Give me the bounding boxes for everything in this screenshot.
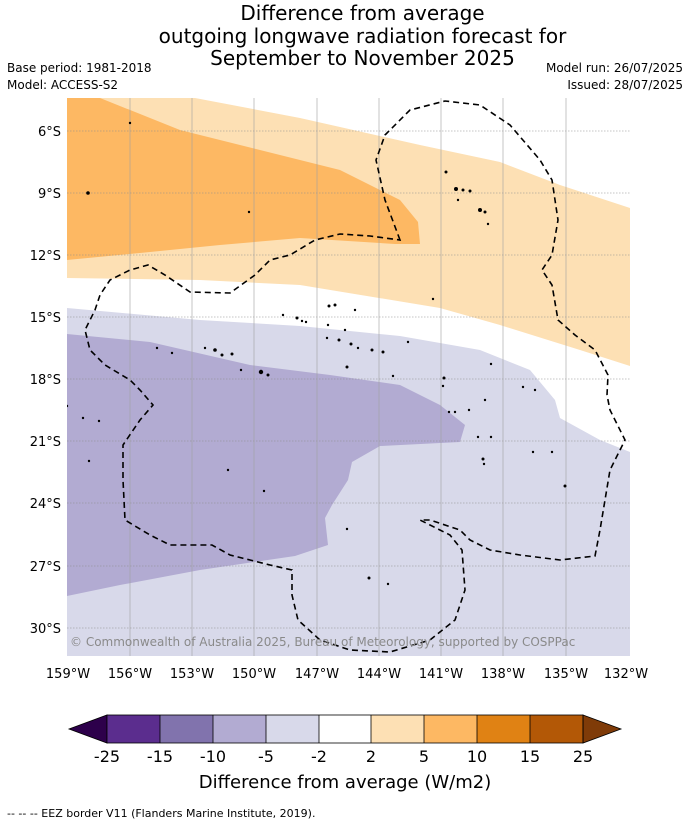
lat-label: 6°S <box>38 125 61 140</box>
colorbar-tick: -25 <box>94 747 120 766</box>
colorbar-label: Difference from average (W/m2) <box>199 772 491 793</box>
lon-label: 159°W <box>46 667 90 682</box>
colorbar-frame <box>106 714 584 744</box>
metadata-right: Model run: 26/07/2025 Issued: 28/07/2025 <box>546 60 683 94</box>
map-area: © Commonwealth of Australia 2025, Bureau… <box>67 98 630 656</box>
colorbar-segment <box>319 715 371 743</box>
lon-label: 138°W <box>481 667 525 682</box>
meridian-lines <box>129 98 567 656</box>
issued-date: Issued: 28/07/2025 <box>567 78 683 92</box>
colorbar: -25 -15 -10 -5 -2 2 5 10 15 25 Differenc… <box>67 714 623 793</box>
lon-label: 150°W <box>232 667 276 682</box>
metadata-left: Base period: 1981-2018 Model: ACCESS-S2 <box>7 60 152 94</box>
colorbar-tick: 2 <box>366 747 376 766</box>
lon-label: 144°W <box>357 667 401 682</box>
lat-label: 24°S <box>30 497 61 512</box>
colorbar-under-triangle <box>67 714 108 744</box>
colorbar-tick: 10 <box>467 747 487 766</box>
lat-label: 27°S <box>30 560 61 575</box>
lon-label: 156°W <box>108 667 152 682</box>
lon-label: 135°W <box>544 667 588 682</box>
islands <box>67 121 567 586</box>
longitude-axis: 159°W 156°W 153°W 150°W 147°W 144°W 141°… <box>46 667 648 682</box>
lon-label: 153°W <box>170 667 214 682</box>
title-line-3: September to November 2025 <box>210 46 515 70</box>
colorbar-over-triangle <box>582 714 623 744</box>
lon-label: 132°W <box>604 667 648 682</box>
colorbar-tick: 15 <box>520 747 540 766</box>
colorbar-tick: -10 <box>200 747 226 766</box>
title-line-1: Difference from average <box>240 1 485 25</box>
anomaly-patch <box>67 160 75 175</box>
lat-label: 30°S <box>30 622 61 637</box>
colorbar-segment <box>266 715 319 743</box>
colorbar-segment <box>213 715 266 743</box>
latitude-axis: 6°S 9°S 12°S 15°S 18°S 21°S 24°S 27°S 30… <box>30 125 61 637</box>
colorbar-segment <box>477 715 530 743</box>
colorbar-tick: -2 <box>311 747 327 766</box>
model-run: Model run: 26/07/2025 <box>545 61 683 75</box>
lat-label: 21°S <box>30 435 61 450</box>
copyright-watermark: © Commonwealth of Australia 2025, Bureau… <box>70 635 575 649</box>
colorbar-segment <box>160 715 213 743</box>
colorbar-segment <box>371 715 424 743</box>
lat-label: 18°S <box>30 373 61 388</box>
model-name: Model: ACCESS-S2 <box>7 78 119 92</box>
title-line-2: outgoing longwave radiation forecast for <box>158 23 567 48</box>
base-period: Base period: 1981-2018 <box>7 61 152 75</box>
colorbar-segment <box>107 715 160 743</box>
colorbar-segment <box>530 715 583 743</box>
colorbar-tick: 5 <box>419 747 429 766</box>
lon-label: 147°W <box>295 667 339 682</box>
map-title: Difference from average outgoing longwav… <box>0 2 690 70</box>
lat-label: 12°S <box>30 249 61 264</box>
lat-label: 9°S <box>38 187 61 202</box>
colorbar-tick: -15 <box>147 747 173 766</box>
lon-label: 141°W <box>419 667 463 682</box>
colorbar-tick: 25 <box>573 747 593 766</box>
gridlines <box>67 130 630 629</box>
colorbar-segment <box>424 715 477 743</box>
eez-border <box>84 100 626 653</box>
lat-label: 15°S <box>30 311 61 326</box>
anomaly-zone-purple <box>67 334 465 596</box>
anomaly-zone-orange <box>67 98 420 260</box>
eez-credit: -- -- -- EEZ border V11 (Flanders Marine… <box>7 807 316 820</box>
colorbar-tick: -5 <box>258 747 274 766</box>
